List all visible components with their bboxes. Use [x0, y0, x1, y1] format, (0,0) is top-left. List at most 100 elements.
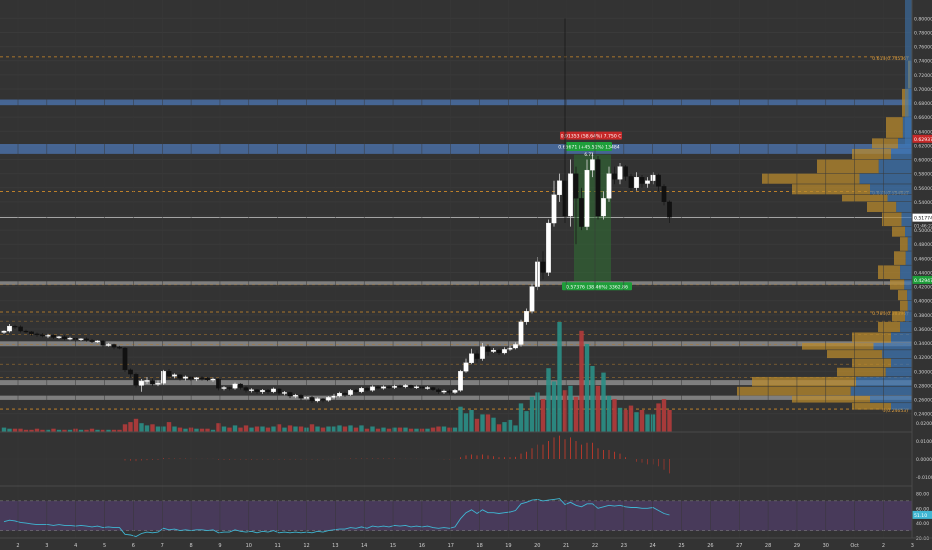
price-tick-label: 0.58000 — [914, 172, 932, 178]
entry-label: 0.57376 (38.46%) 3362.86 — [566, 284, 628, 290]
zones-layer — [0, 17, 912, 415]
stop-price-tag: 0.62937 — [914, 137, 932, 143]
macd-tick-label: 0.0100 — [916, 439, 932, 445]
volume-bar — [557, 322, 562, 432]
candlesticks-layer — [1, 18, 672, 404]
candle-up — [293, 395, 298, 397]
candle-up — [210, 378, 216, 381]
candle-down — [309, 397, 315, 402]
fib-level-label: 0(0.24653) — [882, 408, 908, 414]
time-tick-label: 2 — [882, 543, 885, 549]
volume-profile-bar — [898, 290, 908, 301]
volume-bar — [480, 414, 485, 432]
volume-bar — [628, 405, 634, 432]
volume-profile-top-bar — [905, 0, 912, 146]
price-tick-label: 0.34000 — [914, 341, 932, 347]
volume-bar — [667, 410, 672, 432]
price-tick-label: 0.36000 — [914, 327, 932, 333]
volume-bar — [518, 403, 524, 432]
volume-bar — [562, 390, 568, 432]
candle-up — [106, 344, 111, 346]
volume-profile-bar-buy — [905, 226, 912, 237]
current-price-tag-box — [912, 213, 932, 222]
candle-up — [370, 386, 375, 391]
volume-bar — [584, 344, 590, 432]
volume-bar — [271, 426, 276, 432]
volume-bar — [276, 424, 282, 432]
volume-bar — [590, 366, 595, 432]
price-tick-label: 0.76000 — [914, 45, 932, 51]
price-tick-label: 0.72000 — [914, 73, 932, 79]
candle-up — [568, 173, 573, 217]
volume-bar — [227, 427, 232, 432]
candle-up — [601, 198, 606, 217]
volume-profile-bar — [792, 396, 870, 403]
time-tick-label: 8 — [190, 543, 193, 549]
candle-down — [540, 261, 546, 273]
candle-up — [491, 349, 496, 352]
volume-bar — [337, 425, 342, 432]
volume-bar — [639, 410, 645, 432]
candle-down — [62, 336, 67, 339]
volume-profile-bar — [878, 265, 901, 280]
candle-down — [111, 344, 117, 348]
price-tick-label: 0.80000 — [914, 16, 932, 22]
volume-bar — [122, 424, 128, 432]
volume-profile-bar-buy — [891, 332, 912, 343]
candle-down — [436, 389, 441, 392]
candle-down — [238, 383, 243, 388]
time-tick-label: 15 — [390, 543, 396, 549]
candle-up — [452, 390, 458, 393]
volume-bar — [474, 418, 480, 432]
volume-bar — [221, 426, 227, 432]
volume-bar — [359, 425, 364, 432]
candle-up — [392, 385, 397, 388]
candle-up — [1, 330, 7, 333]
time-tick-label: 5 — [103, 543, 106, 549]
candle-down — [364, 388, 370, 391]
price-tick-label: 0.56000 — [914, 186, 932, 192]
volume-bars-layer — [1, 322, 672, 432]
volume-bar — [403, 427, 408, 432]
volume-bar — [540, 399, 546, 432]
candle-up — [271, 388, 276, 392]
volume-profile-bar — [852, 403, 891, 410]
volume-profile-bar — [852, 148, 891, 160]
volume-profile-bar-buy — [901, 212, 912, 227]
price-tick-label: 0.54000 — [914, 200, 932, 206]
volume-bar — [1, 427, 7, 432]
volume-bar — [606, 395, 612, 432]
candle-down — [205, 378, 210, 380]
candle-down — [667, 201, 672, 218]
candle-down — [18, 326, 23, 332]
volume-bar — [205, 428, 210, 432]
volume-profile-bar-buy — [891, 358, 912, 368]
candle-up — [518, 321, 524, 345]
volume-bar — [62, 429, 67, 432]
volume-profile-bar — [852, 358, 891, 368]
volume-bar — [370, 426, 375, 432]
volume-bar — [139, 423, 144, 432]
volume-bar — [326, 426, 331, 432]
volume-profile-bar-buy — [870, 184, 912, 195]
volume-bar — [150, 424, 155, 432]
target-label: 0.65671 (+45.51%) 13484 — [558, 145, 620, 151]
candle-down — [276, 388, 282, 394]
volume-bar — [408, 428, 414, 432]
time-tick-label: 9 — [218, 543, 221, 549]
candle-down — [320, 398, 326, 401]
candle-up — [524, 311, 529, 323]
volume-profile-bar — [894, 251, 906, 265]
candle-down — [562, 180, 568, 217]
volume-bar — [216, 423, 221, 432]
volume-profile-bar-buy — [891, 148, 912, 160]
volume-profile-bar — [792, 184, 870, 195]
resistance-zone — [0, 99, 912, 106]
volume-bar — [447, 427, 452, 432]
volume-bar — [414, 428, 419, 432]
volume-profile-bar — [892, 311, 905, 322]
volume-profile-bar-buy — [907, 300, 912, 311]
volume-profile-bar — [892, 226, 905, 237]
time-tick-label: 22 — [592, 543, 598, 549]
candle-up — [403, 385, 408, 387]
